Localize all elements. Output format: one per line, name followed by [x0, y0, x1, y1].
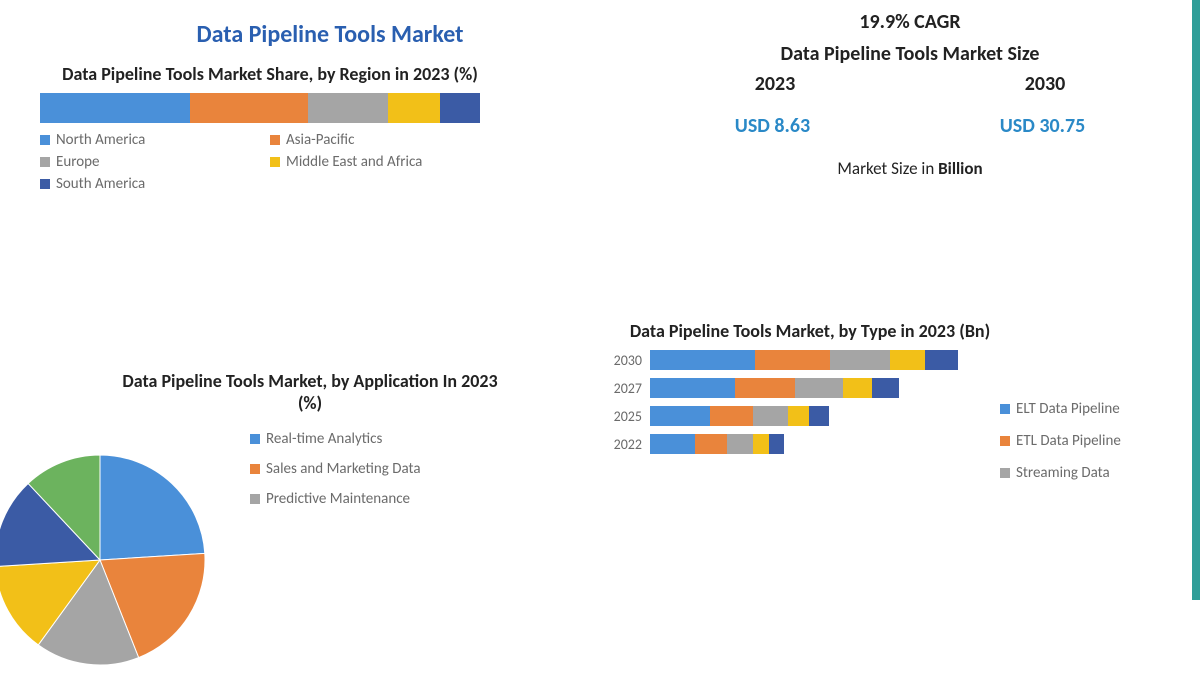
- legend-item: Middle East and Africa: [270, 153, 500, 171]
- type-segment: [830, 350, 890, 370]
- type-segment: [650, 378, 735, 398]
- legend-swatch: [250, 464, 260, 474]
- type-segment: [769, 434, 784, 454]
- legend-item: Predictive Maintenance: [250, 490, 530, 508]
- market-size-years: 2023 2030: [640, 72, 1180, 96]
- region-segment: [308, 93, 387, 123]
- pie-slice: [100, 455, 205, 560]
- legend-label: South America: [56, 175, 145, 193]
- type-segment: [795, 378, 843, 398]
- market-size-unit: Market Size in Billion: [640, 158, 1180, 179]
- type-segment: [753, 434, 769, 454]
- legend-item: Sales and Marketing Data: [250, 460, 530, 478]
- region-stacked-bar: [40, 93, 480, 123]
- region-segment: [388, 93, 441, 123]
- type-legend: ELT Data Pipeline ETL Data Pipeline Stream…: [1000, 386, 1190, 496]
- legend-label: Real-time Analytics: [266, 430, 382, 448]
- legend-item: ELT Data Pipeline: [1000, 400, 1190, 418]
- region-chart: Data Pipeline Tools Market Share, by Reg…: [40, 63, 620, 195]
- type-year-label: 2030: [600, 352, 650, 369]
- region-chart-title: Data Pipeline Tools Market Share, by Reg…: [40, 63, 500, 85]
- type-chart: Data Pipeline Tools Market, by Type in 2…: [600, 320, 1190, 454]
- region-segment: [440, 93, 480, 123]
- type-segment: [872, 378, 899, 398]
- legend-swatch: [270, 157, 280, 167]
- type-year-label: 2022: [600, 436, 650, 453]
- right-border-accent: [1192, 0, 1200, 600]
- legend-item: ETL Data Pipeline: [1000, 432, 1190, 450]
- legend-swatch: [40, 135, 50, 145]
- type-segment: [735, 378, 795, 398]
- legend-swatch: [40, 157, 50, 167]
- type-segment: [710, 406, 753, 426]
- type-stacked-bar: [650, 434, 784, 454]
- legend-item: Asia-Pacific: [270, 131, 500, 149]
- unit-prefix: Market Size in: [837, 158, 938, 179]
- type-segment: [755, 350, 830, 370]
- legend-label: Middle East and Africa: [286, 153, 422, 171]
- market-size-values: USD 8.63 USD 30.75: [640, 114, 1180, 138]
- region-segment: [40, 93, 190, 123]
- type-segment: [809, 406, 829, 426]
- pie-svg: [0, 450, 210, 670]
- legend-label: North America: [56, 131, 145, 149]
- legend-label: Asia-Pacific: [286, 131, 354, 149]
- type-stacked-bar: [650, 406, 829, 426]
- region-segment: [190, 93, 309, 123]
- year-2023: 2023: [755, 72, 796, 96]
- main-title: Data Pipeline Tools Market: [40, 20, 620, 49]
- type-segment: [650, 434, 695, 454]
- legend-label: ELT Data Pipeline: [1016, 400, 1120, 418]
- year-2030: 2030: [1025, 72, 1066, 96]
- legend-swatch: [270, 135, 280, 145]
- application-legend: Real-time Analytics Sales and Marketing D…: [250, 418, 530, 520]
- region-legend: North America Asia-Pacific Europe Middle Ea…: [40, 129, 520, 195]
- application-chart: Data Pipeline Tools Market, by Applicati…: [0, 370, 620, 414]
- market-size-title: Data Pipeline Tools Market Size: [730, 42, 1090, 66]
- legend-swatch: [1000, 436, 1010, 446]
- legend-item: Real-time Analytics: [250, 430, 530, 448]
- legend-label: Sales and Marketing Data: [266, 460, 421, 478]
- value-2030: USD 30.75: [1000, 114, 1086, 138]
- legend-label: Streaming Data: [1016, 464, 1110, 482]
- type-year-label: 2025: [600, 408, 650, 425]
- cagr-value: 19.9% CAGR: [640, 10, 1180, 34]
- type-chart-title: Data Pipeline Tools Market, by Type in 2…: [600, 320, 1020, 342]
- type-segment: [650, 350, 755, 370]
- metrics-panel: 19.9% CAGR Data Pipeline Tools Market Si…: [640, 10, 1180, 179]
- legend-swatch: [1000, 404, 1010, 414]
- legend-swatch: [250, 434, 260, 444]
- type-segment: [788, 406, 809, 426]
- type-segment: [727, 434, 753, 454]
- application-chart-title: Data Pipeline Tools Market, by Applicati…: [110, 370, 510, 414]
- legend-swatch: [1000, 468, 1010, 478]
- legend-item: South America: [40, 175, 270, 193]
- legend-item: North America: [40, 131, 270, 149]
- legend-item: Streaming Data: [1000, 464, 1190, 482]
- legend-swatch: [40, 179, 50, 189]
- legend-swatch: [250, 494, 260, 504]
- legend-label: ETL Data Pipeline: [1016, 432, 1121, 450]
- type-stacked-bar: [650, 378, 899, 398]
- left-column: Data Pipeline Tools Market Data Pipeline…: [40, 20, 620, 195]
- type-segment: [695, 434, 727, 454]
- value-2023: USD 8.63: [735, 114, 810, 138]
- type-segment: [843, 378, 872, 398]
- type-segment: [650, 406, 710, 426]
- type-stacked-bar: [650, 350, 958, 370]
- legend-label: Europe: [56, 153, 99, 171]
- type-segment: [753, 406, 788, 426]
- type-year-label: 2027: [600, 380, 650, 397]
- legend-label: Predictive Maintenance: [266, 490, 410, 508]
- application-pie: [0, 450, 210, 675]
- type-row: 2030: [600, 350, 1190, 370]
- type-segment: [925, 350, 958, 370]
- legend-item: Europe: [40, 153, 270, 171]
- unit-bold: Billion: [938, 158, 983, 179]
- type-segment: [890, 350, 925, 370]
